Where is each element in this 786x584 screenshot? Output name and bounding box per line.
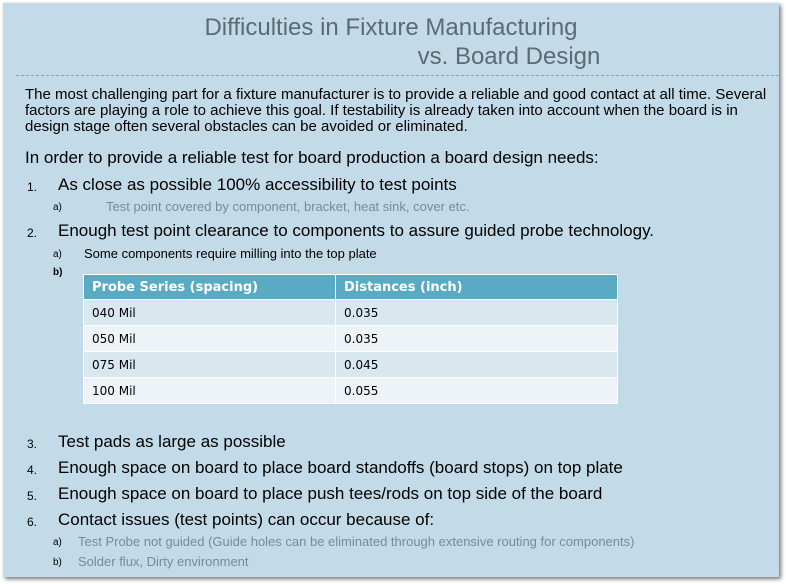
cell-distance: 0.045: [335, 351, 618, 378]
title-line-2: vs. Board Design: [417, 43, 601, 70]
list-text: As close as possible 100% accessibility …: [58, 175, 457, 194]
list-number: 2.: [27, 226, 38, 240]
probe-distance-table: Probe Series (spacing) Distances (inch) …: [83, 274, 618, 404]
table-row: 075 Mil 0.045: [83, 351, 618, 378]
list-text: Contact issues (test points) can occur b…: [58, 510, 435, 529]
cell-distance: 0.035: [335, 325, 618, 352]
sub-letter: a): [53, 537, 62, 548]
cell-distance: 0.055: [335, 377, 618, 404]
requirements-intro: In order to provide a reliable test for …: [25, 148, 599, 167]
cell-probe-series: 100 Mil: [83, 377, 336, 404]
list-number: 1.: [27, 180, 38, 194]
title-line-1: Difficulties in Fixture Manufacturing: [204, 14, 578, 41]
list-number: 6.: [27, 515, 38, 529]
list-number: 5.: [27, 489, 38, 503]
slide: Difficulties in Fixture Manufacturing vs…: [3, 3, 779, 577]
table-row: 040 Mil 0.035: [83, 299, 618, 326]
list-text: Enough space on board to place push tees…: [58, 484, 603, 503]
cell-probe-series: 050 Mil: [83, 325, 336, 352]
list-text: Test pads as large as possible: [58, 432, 286, 451]
column-header-distances: Distances (inch): [335, 274, 618, 300]
sub-letter: b): [53, 557, 62, 568]
list-number: 4.: [27, 463, 38, 477]
title-divider: [16, 75, 779, 76]
sub-text: Test point covered by component, bracket…: [106, 199, 470, 214]
slide-title: Difficulties in Fixture Manufacturing vs…: [3, 13, 779, 71]
sub-text: Some components require milling into the…: [84, 246, 377, 261]
table-header-row: Probe Series (spacing) Distances (inch): [83, 274, 618, 300]
list-text: Enough space on board to place board sta…: [58, 458, 623, 477]
cell-distance: 0.035: [335, 299, 618, 326]
column-header-probe-series: Probe Series (spacing): [83, 274, 336, 300]
sub-letter: a): [53, 249, 62, 260]
sub-text: Test Probe not guided (Guide holes can b…: [78, 534, 635, 549]
cell-probe-series: 075 Mil: [83, 351, 336, 378]
table-row: 100 Mil 0.055: [83, 377, 618, 404]
sub-letter: b): [53, 267, 63, 278]
cell-probe-series: 040 Mil: [83, 299, 336, 326]
list-number: 3.: [27, 437, 38, 451]
intro-paragraph: The most challenging part for a fixture …: [25, 86, 767, 135]
sub-text: Solder flux, Dirty environment: [78, 554, 249, 569]
list-text: Enough test point clearance to component…: [58, 221, 655, 240]
sub-letter: a): [53, 202, 62, 213]
table-row: 050 Mil 0.035: [83, 325, 618, 352]
